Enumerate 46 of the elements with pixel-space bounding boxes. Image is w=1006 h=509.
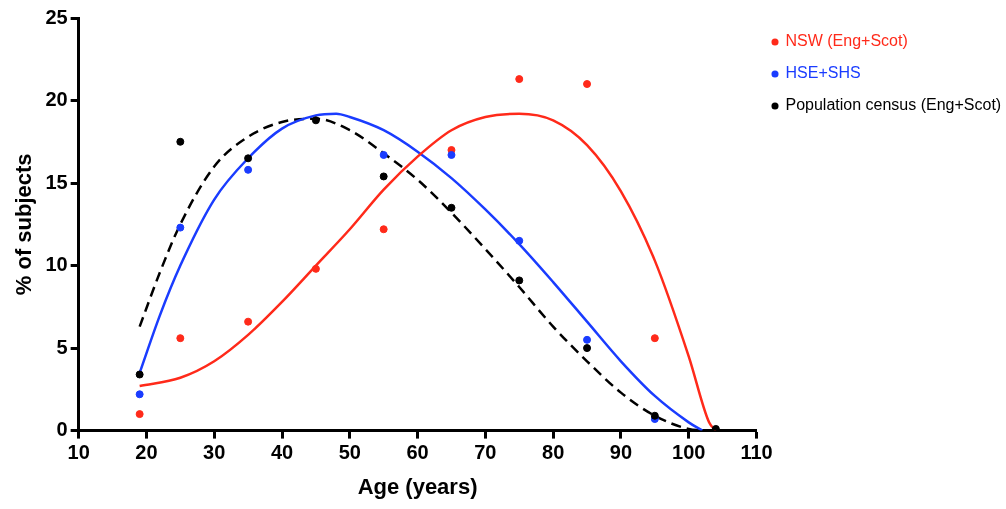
point [583,335,592,344]
x-tick-label: 80 [542,441,565,464]
point [176,334,185,343]
point [711,424,720,431]
point [244,317,253,326]
point [135,370,144,379]
x-tick-label: 30 [203,441,226,464]
x-tick-label: 100 [672,441,706,464]
y-tick-label: 25 [45,5,68,28]
y-tick-label: 20 [45,88,68,111]
point [515,236,524,245]
x-tick-label: 70 [474,441,497,464]
point [515,75,524,84]
point [311,116,320,125]
y-tick-label: 15 [45,170,68,193]
x-tick-label: 40 [270,441,294,464]
x-tick-label: 50 [338,441,361,464]
point [650,411,659,420]
legend-label: HSE+SHS [785,64,861,82]
point [135,390,144,399]
legend-label: NSW (Eng+Scot) [785,32,908,50]
y-tick-label: 5 [56,335,68,358]
y-tick-label: 10 [45,253,68,276]
point [583,344,592,353]
legend-label: Population census (Eng+Scot) [785,96,1002,114]
point [650,334,659,343]
x-axis-title: Age (years) [357,473,478,499]
x-tick-label: 60 [406,441,429,464]
y-tick-label: 0 [56,418,68,441]
y-axis-title: % of subjects [11,153,37,296]
point [176,223,185,232]
point [176,137,185,146]
point [311,264,320,273]
x-tick-label: 20 [135,441,158,464]
x-tick-label: 90 [609,441,633,464]
point [515,276,524,285]
point [379,225,388,234]
point [244,165,253,174]
point [379,172,388,181]
x-tick-label: 110 [740,441,773,464]
point [583,80,592,89]
point [379,150,388,159]
point [447,150,456,159]
point [135,410,144,419]
point [447,203,456,212]
point [244,154,253,163]
